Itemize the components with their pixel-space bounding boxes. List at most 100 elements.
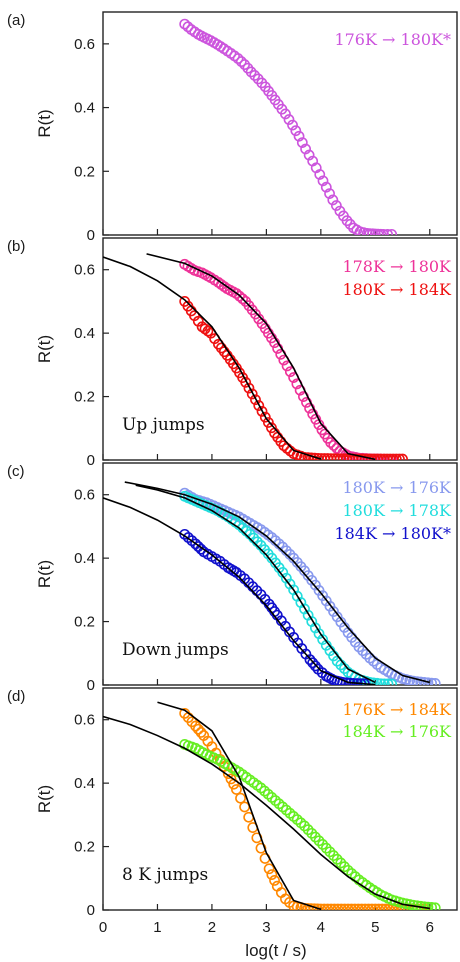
x-tick-label: 5 xyxy=(371,919,379,936)
data-point xyxy=(302,452,314,460)
data-point xyxy=(259,411,271,423)
data-point xyxy=(235,792,246,804)
data-point xyxy=(373,903,385,910)
data-point xyxy=(349,903,361,910)
y-tick-label: 0.2 xyxy=(74,163,95,180)
y-axis-label: R(t) xyxy=(35,785,54,813)
data-point xyxy=(287,119,298,131)
panel-frame xyxy=(102,11,458,236)
data-point xyxy=(331,853,343,865)
y-tick-label: 0.2 xyxy=(74,614,95,631)
data-point xyxy=(307,408,319,420)
fit-line xyxy=(103,715,430,910)
data-point xyxy=(266,792,278,803)
data-point xyxy=(270,795,281,806)
data-point xyxy=(411,676,423,685)
data-point xyxy=(330,200,342,211)
data-point xyxy=(307,657,319,669)
plot-area xyxy=(179,18,398,235)
data-point xyxy=(322,903,334,910)
panel-letter: (d) xyxy=(7,688,25,705)
y-tick-label: 0 xyxy=(87,452,95,469)
y-axis-label: R(t) xyxy=(35,335,54,363)
y-tick-label: 0.6 xyxy=(74,712,95,729)
data-point xyxy=(390,453,402,460)
data-point xyxy=(378,228,389,235)
data-point xyxy=(329,903,340,910)
legend-entry: 184K → 176K xyxy=(342,722,452,741)
data-point xyxy=(300,143,311,155)
data-point xyxy=(239,801,250,813)
data-point xyxy=(306,827,318,839)
data-point xyxy=(249,70,261,81)
x-axis-label: log(t / s) xyxy=(245,941,306,960)
data-point xyxy=(195,727,207,738)
y-tick-label: 0.2 xyxy=(74,389,95,406)
y-tick-label: 0 xyxy=(87,677,95,694)
data-point xyxy=(422,677,434,685)
data-point xyxy=(360,648,372,660)
y-tick-label: 0.4 xyxy=(74,550,95,567)
data-point xyxy=(288,811,300,822)
data-point xyxy=(262,417,274,428)
panel-annotation: 8 K jumps xyxy=(122,865,208,885)
data-point xyxy=(335,857,347,869)
legend-entry: 180K → 178K xyxy=(342,501,452,520)
data-point xyxy=(334,676,346,685)
x-tick-label: 6 xyxy=(426,919,434,936)
x-tick-label: 0 xyxy=(99,919,107,936)
data-point xyxy=(231,784,242,795)
data-point xyxy=(273,798,285,810)
data-point xyxy=(262,788,274,800)
data-point xyxy=(315,903,327,910)
fit-line xyxy=(135,484,376,684)
data-point xyxy=(299,820,310,832)
data-point xyxy=(240,376,252,388)
data-point xyxy=(309,831,321,843)
data-point xyxy=(357,645,368,657)
x-tick-label: 1 xyxy=(153,919,161,936)
data-point xyxy=(328,850,339,861)
data-point xyxy=(328,440,340,451)
legend-entry: 178K → 180K xyxy=(342,257,452,276)
data-point xyxy=(353,641,365,653)
legend-entry: 176K → 180K* xyxy=(334,30,451,49)
data-point xyxy=(327,194,339,206)
data-point xyxy=(235,56,247,67)
data-point xyxy=(259,785,270,797)
plot-area xyxy=(103,701,441,910)
panel-0: (a) R(t) 0 0.2 0.4 0.6 176K → 180K* xyxy=(7,11,458,244)
fit-line xyxy=(103,256,322,460)
data-point xyxy=(363,903,374,910)
y-tick-label: 0.4 xyxy=(74,325,95,342)
data-point xyxy=(359,903,371,910)
plot-area xyxy=(103,253,408,460)
data-point xyxy=(364,228,376,235)
panel-letter: (a) xyxy=(7,12,25,29)
data-point xyxy=(325,437,337,448)
data-point xyxy=(429,902,441,910)
data-point xyxy=(324,846,336,858)
data-point xyxy=(366,903,378,910)
data-point xyxy=(313,628,325,640)
data-point xyxy=(195,543,207,555)
y-tick-label: 0.2 xyxy=(74,839,95,856)
data-point xyxy=(382,678,394,685)
panel-frame xyxy=(102,687,458,911)
panel-letter: (b) xyxy=(7,238,25,255)
data-point xyxy=(378,678,390,685)
data-point xyxy=(382,228,393,235)
data-point xyxy=(369,228,381,235)
data-point xyxy=(380,903,391,910)
fit-line xyxy=(103,497,376,685)
data-point xyxy=(250,394,261,406)
y-tick-label: 0.4 xyxy=(74,775,95,792)
data-point xyxy=(346,903,357,910)
data-point xyxy=(277,801,289,813)
data-point xyxy=(246,388,258,400)
data-point xyxy=(280,804,292,816)
data-point xyxy=(386,228,398,235)
panel-letter: (c) xyxy=(7,463,25,480)
legend-entry: 180K → 184K xyxy=(342,280,452,299)
data-point xyxy=(243,382,255,394)
